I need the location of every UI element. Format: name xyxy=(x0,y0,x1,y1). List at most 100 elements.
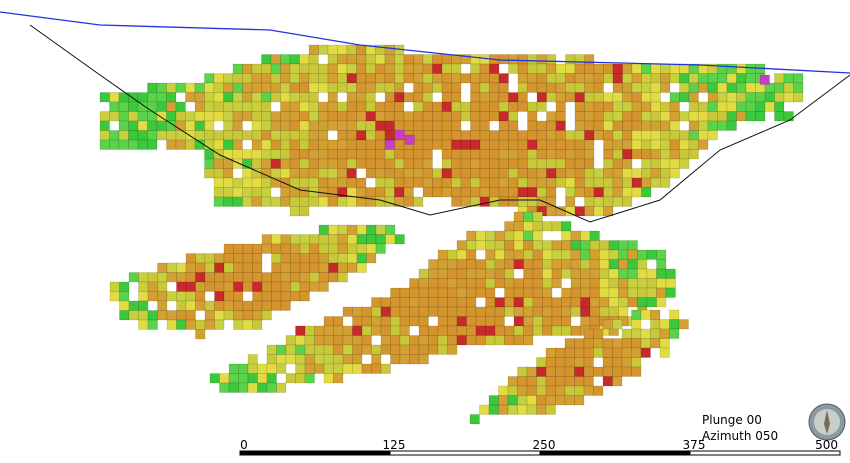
block xyxy=(574,168,585,179)
block xyxy=(565,139,576,150)
block xyxy=(147,120,158,131)
block xyxy=(523,230,534,241)
block xyxy=(536,73,547,84)
block xyxy=(346,73,357,84)
block xyxy=(608,240,619,251)
block xyxy=(489,158,500,169)
block xyxy=(403,63,414,74)
block xyxy=(564,338,575,349)
block xyxy=(504,268,515,279)
block xyxy=(517,130,528,141)
block xyxy=(289,168,300,179)
block xyxy=(508,168,519,179)
block xyxy=(213,130,224,141)
block xyxy=(299,82,310,93)
block xyxy=(793,92,804,103)
block xyxy=(545,347,556,358)
block xyxy=(665,287,676,298)
block xyxy=(394,129,405,140)
block xyxy=(441,63,452,74)
block xyxy=(517,73,528,84)
block xyxy=(257,373,268,384)
block xyxy=(337,130,348,141)
block xyxy=(314,344,325,355)
block xyxy=(156,101,167,112)
block xyxy=(252,272,263,283)
block xyxy=(551,325,562,336)
block xyxy=(166,111,177,122)
block xyxy=(603,63,614,74)
block xyxy=(346,168,357,179)
block xyxy=(593,347,604,358)
block xyxy=(470,111,481,122)
block xyxy=(580,278,591,289)
block xyxy=(394,111,405,122)
block xyxy=(137,111,148,122)
block xyxy=(308,63,319,74)
block xyxy=(289,63,300,74)
block xyxy=(280,291,291,302)
block xyxy=(185,139,196,150)
block xyxy=(504,259,515,270)
block xyxy=(631,120,642,131)
block xyxy=(660,177,671,188)
block xyxy=(565,73,576,84)
block xyxy=(532,316,543,327)
block xyxy=(466,316,477,327)
block xyxy=(622,196,633,207)
block xyxy=(356,63,367,74)
block xyxy=(622,187,633,198)
block xyxy=(456,249,467,260)
block xyxy=(271,281,282,292)
block xyxy=(612,338,623,349)
block xyxy=(603,73,614,84)
block xyxy=(252,300,263,311)
block xyxy=(631,338,642,349)
block xyxy=(252,281,263,292)
block xyxy=(375,82,386,93)
block xyxy=(650,319,661,330)
block xyxy=(612,319,623,330)
block xyxy=(542,287,553,298)
block xyxy=(309,234,320,245)
block xyxy=(128,130,139,141)
block xyxy=(138,272,149,283)
block xyxy=(304,344,315,355)
block xyxy=(166,319,177,330)
block xyxy=(640,309,651,320)
block xyxy=(603,120,614,131)
block xyxy=(485,230,496,241)
block xyxy=(299,206,310,217)
block xyxy=(185,272,196,283)
block xyxy=(546,73,557,84)
block xyxy=(504,287,515,298)
block xyxy=(593,120,604,131)
block xyxy=(570,287,581,298)
block xyxy=(327,120,338,131)
block xyxy=(627,287,638,298)
block xyxy=(447,249,458,260)
block xyxy=(251,177,262,188)
block xyxy=(546,139,557,150)
block xyxy=(346,92,357,103)
block xyxy=(138,291,149,302)
block xyxy=(242,177,253,188)
block xyxy=(570,297,581,308)
block xyxy=(356,101,367,112)
block xyxy=(650,120,661,131)
block xyxy=(451,139,462,150)
block xyxy=(352,354,363,365)
block xyxy=(346,196,357,207)
block xyxy=(137,120,148,131)
block xyxy=(485,278,496,289)
block xyxy=(622,158,633,169)
block xyxy=(285,373,296,384)
block xyxy=(517,82,528,93)
block xyxy=(356,82,367,93)
block xyxy=(513,211,524,222)
block xyxy=(498,149,509,160)
block xyxy=(352,306,363,317)
block xyxy=(337,272,348,283)
block xyxy=(447,259,458,270)
block xyxy=(380,316,391,327)
